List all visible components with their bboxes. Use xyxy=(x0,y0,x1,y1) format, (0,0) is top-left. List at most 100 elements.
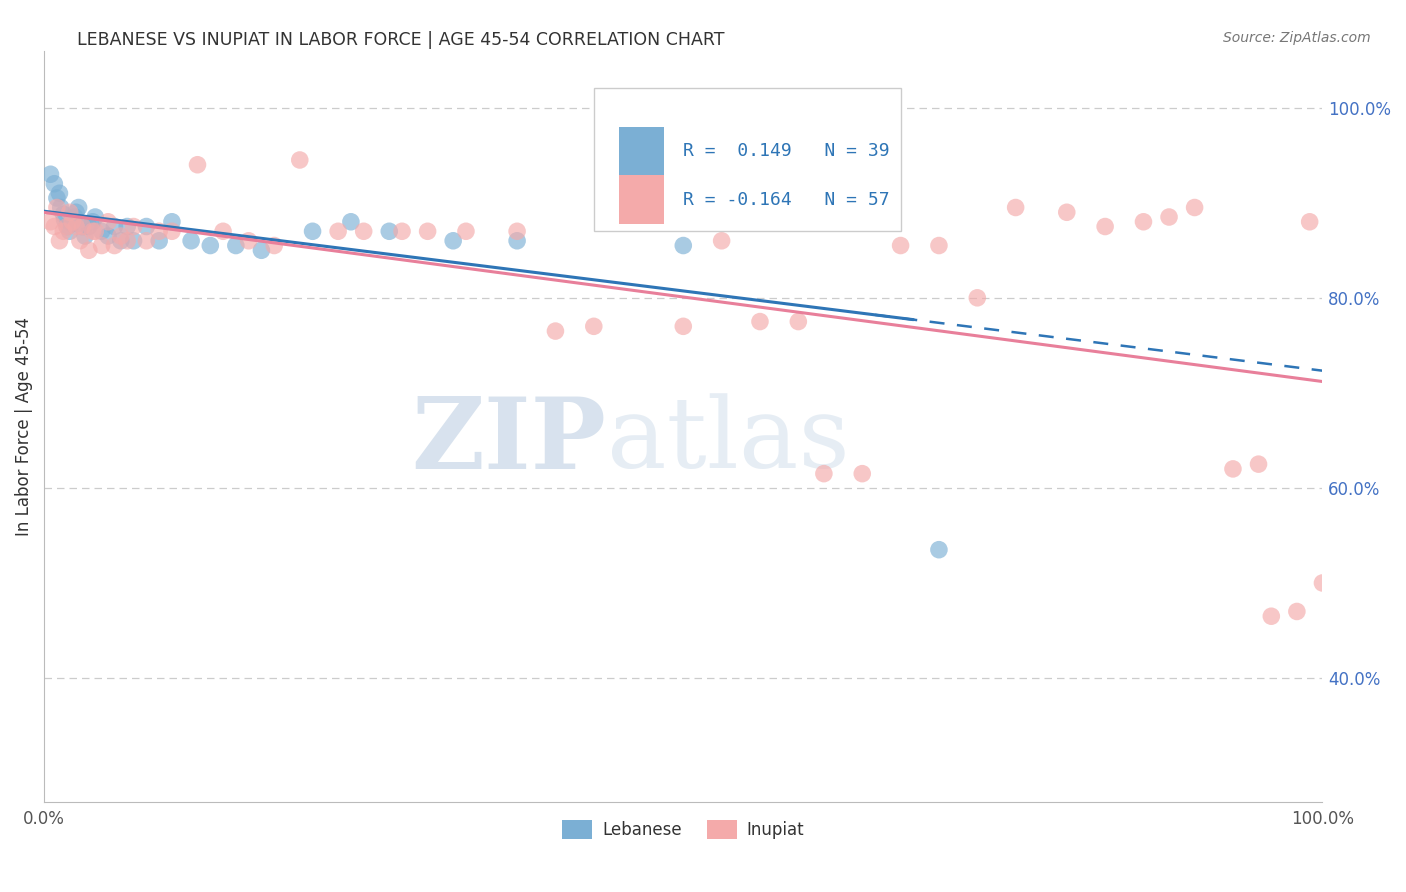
Point xyxy=(39,215,62,229)
Point xyxy=(84,210,107,224)
Point xyxy=(59,224,82,238)
Point xyxy=(65,219,87,234)
Point xyxy=(135,219,157,234)
Point xyxy=(1312,576,1334,591)
Point xyxy=(863,129,886,144)
Point xyxy=(52,207,75,221)
Point xyxy=(1222,462,1244,476)
Point xyxy=(1132,215,1154,229)
Point xyxy=(890,238,912,252)
Point xyxy=(288,153,311,167)
Point xyxy=(56,219,79,234)
Point xyxy=(110,234,132,248)
Point xyxy=(506,224,529,238)
FancyBboxPatch shape xyxy=(620,175,664,224)
Point xyxy=(1056,205,1078,219)
Text: LEBANESE VS INUPIAT IN LABOR FORCE | AGE 45-54 CORRELATION CHART: LEBANESE VS INUPIAT IN LABOR FORCE | AGE… xyxy=(77,31,725,49)
Point xyxy=(416,224,439,238)
Point xyxy=(49,201,72,215)
Point xyxy=(1157,210,1180,224)
Text: ZIP: ZIP xyxy=(412,392,606,490)
Point xyxy=(90,238,112,252)
Text: R =  0.149   N = 39: R = 0.149 N = 39 xyxy=(683,142,890,160)
Point xyxy=(160,215,183,229)
Point xyxy=(103,238,125,252)
Point xyxy=(44,177,66,191)
Text: Source: ZipAtlas.com: Source: ZipAtlas.com xyxy=(1223,31,1371,45)
Point xyxy=(77,219,100,234)
Point xyxy=(1247,457,1270,471)
Point xyxy=(45,191,67,205)
Point xyxy=(60,217,83,231)
Point xyxy=(672,238,695,252)
Point xyxy=(84,224,107,238)
Point xyxy=(506,234,529,248)
Point xyxy=(135,234,157,248)
Point xyxy=(52,224,75,238)
Point xyxy=(148,224,170,238)
Point xyxy=(73,229,96,244)
Point xyxy=(787,315,810,329)
Point xyxy=(710,234,733,248)
Point xyxy=(53,212,76,227)
Point xyxy=(391,224,413,238)
Point xyxy=(110,229,132,244)
Point xyxy=(180,234,202,248)
Point xyxy=(122,219,145,234)
Point xyxy=(148,234,170,248)
Point xyxy=(813,467,835,481)
FancyBboxPatch shape xyxy=(620,127,664,176)
Point xyxy=(97,215,120,229)
Point xyxy=(749,315,772,329)
Point xyxy=(115,234,138,248)
Point xyxy=(454,224,477,238)
Point xyxy=(160,224,183,238)
Point xyxy=(69,234,91,248)
Point xyxy=(1184,201,1206,215)
Point xyxy=(378,224,401,238)
Point xyxy=(103,219,125,234)
Point xyxy=(39,167,62,181)
Point xyxy=(72,219,94,234)
Point xyxy=(48,234,70,248)
Point xyxy=(115,219,138,234)
Point xyxy=(45,201,67,215)
Point xyxy=(60,215,83,229)
Point xyxy=(851,467,873,481)
Point xyxy=(44,219,66,234)
Y-axis label: In Labor Force | Age 45-54: In Labor Force | Age 45-54 xyxy=(15,317,32,535)
Point xyxy=(1260,609,1282,624)
Point xyxy=(97,229,120,244)
Point xyxy=(928,542,950,557)
Point xyxy=(928,238,950,252)
Point xyxy=(353,224,375,238)
Point xyxy=(301,224,323,238)
Point xyxy=(67,201,90,215)
Point xyxy=(1004,201,1026,215)
Point xyxy=(122,234,145,248)
Point xyxy=(238,234,260,248)
Point xyxy=(48,186,70,201)
Point xyxy=(582,319,605,334)
Point xyxy=(250,244,273,258)
Point xyxy=(672,319,695,334)
Point xyxy=(65,205,87,219)
Point xyxy=(966,291,988,305)
Point xyxy=(340,215,363,229)
Point xyxy=(212,224,235,238)
Point xyxy=(1094,219,1116,234)
Point xyxy=(59,205,82,219)
Point xyxy=(200,238,222,252)
Point xyxy=(326,224,349,238)
Point xyxy=(1285,605,1308,619)
Point xyxy=(441,234,464,248)
Point xyxy=(544,324,567,338)
Text: atlas: atlas xyxy=(606,393,849,489)
Point xyxy=(225,238,247,252)
Point xyxy=(56,219,79,234)
Point xyxy=(82,224,104,238)
Point xyxy=(90,224,112,238)
Point xyxy=(77,244,100,258)
FancyBboxPatch shape xyxy=(593,88,901,231)
Point xyxy=(186,158,208,172)
